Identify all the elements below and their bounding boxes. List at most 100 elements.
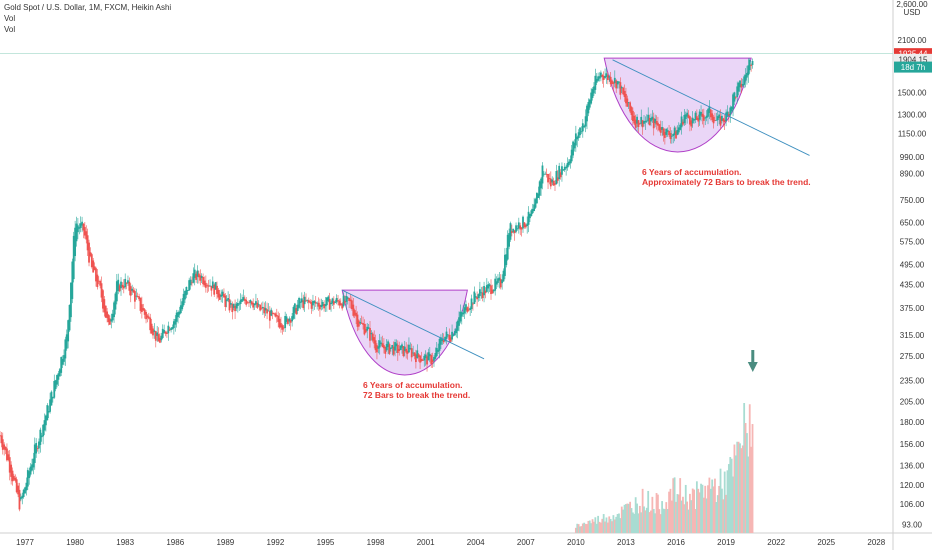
candle-body [736, 86, 739, 97]
volume-bar [622, 509, 625, 533]
candle-body [605, 73, 608, 77]
time-tick-label: 2010 [567, 538, 585, 547]
candle-body [512, 228, 515, 233]
candle-body [221, 291, 224, 296]
candle-body [517, 222, 520, 229]
candle-body [211, 281, 214, 289]
candle-body [694, 112, 697, 120]
candle-body [296, 304, 299, 312]
candle-body [120, 281, 122, 289]
candle-body [612, 82, 615, 84]
candle-body [82, 223, 85, 231]
candle-body [307, 300, 310, 303]
candle-body [369, 328, 371, 341]
candle-body [17, 485, 19, 495]
candle-body [547, 173, 549, 183]
candle-body [166, 332, 168, 334]
candle-body [524, 224, 527, 228]
arrow-down-icon [747, 362, 758, 372]
price-tick-label: 1150.00 [898, 130, 927, 139]
candle-body [427, 352, 430, 361]
candle-body [666, 130, 669, 132]
candle-body [438, 338, 441, 351]
price-tick-label: 575.00 [900, 237, 925, 246]
candle-body [490, 285, 492, 295]
time-tick-label: 1983 [116, 538, 134, 547]
candle-body [651, 116, 654, 120]
candle-body [609, 76, 612, 85]
volume-bar [641, 488, 644, 533]
candle-body [152, 328, 154, 336]
candle-body [15, 479, 18, 493]
candle-body [14, 477, 17, 481]
candle-body [483, 286, 485, 296]
volume-bar [682, 496, 684, 533]
candle-body [676, 129, 679, 135]
candle-body [604, 75, 606, 78]
candle-body [536, 192, 538, 204]
candle-body [341, 304, 344, 309]
candle-body [665, 128, 668, 135]
candle-body [108, 318, 111, 325]
candle-body [568, 161, 570, 166]
candle-body [359, 322, 362, 324]
candle-body [339, 303, 342, 306]
candle-body [302, 300, 305, 309]
candle-body [56, 375, 58, 385]
candle-body [58, 369, 61, 377]
volume-bar [616, 514, 619, 533]
volume-bar [708, 477, 711, 533]
price-tick-label: 495.00 [900, 261, 925, 270]
volume-bar [623, 504, 626, 533]
candle-body [313, 301, 316, 304]
volume-bar [697, 488, 700, 533]
candle-body [529, 213, 531, 219]
candle-body [469, 308, 472, 310]
candle-body [695, 116, 698, 120]
candle-body [115, 281, 118, 302]
candle-body [616, 81, 619, 85]
candle-body [481, 292, 484, 299]
candle-body [516, 228, 519, 230]
price-tick-label: 2100.00 [898, 36, 927, 45]
candle-body [392, 346, 395, 355]
candle-body [316, 302, 319, 304]
candle-body [224, 295, 227, 307]
candle-body [104, 305, 107, 318]
candle-body [18, 489, 21, 510]
volume-bar [640, 512, 643, 533]
volume-bar [630, 508, 633, 533]
volume-bar [620, 506, 623, 533]
candle-body [527, 211, 530, 225]
candle-body [395, 343, 398, 347]
annotation-line-1: 6 Years of accumulation. [642, 167, 742, 177]
candle-body [462, 312, 465, 315]
candle-body [613, 77, 616, 84]
candle-body [117, 279, 120, 291]
candle-body [739, 80, 741, 88]
candle-body [170, 328, 172, 330]
volume-bar [650, 510, 652, 533]
candle-body [249, 300, 252, 303]
candle-body [185, 286, 188, 296]
candle-body [410, 348, 413, 358]
volume-bar [576, 523, 579, 533]
candle-body [19, 497, 22, 500]
candle-body [419, 355, 421, 363]
candle-body [637, 120, 640, 127]
candle-body [0, 435, 3, 444]
candle-body [145, 311, 147, 320]
candle-body [235, 303, 238, 309]
candle-body [647, 114, 650, 122]
candle-body [398, 348, 401, 351]
volume-bar [655, 493, 658, 533]
candle-body [579, 127, 581, 136]
candle-body [367, 327, 370, 329]
volume-bar [743, 403, 746, 533]
volume-bar [594, 517, 597, 533]
volume-label-1: Vol [4, 14, 16, 23]
volume-bar [636, 503, 638, 533]
candle-body [25, 482, 28, 491]
candle-body [266, 309, 268, 314]
